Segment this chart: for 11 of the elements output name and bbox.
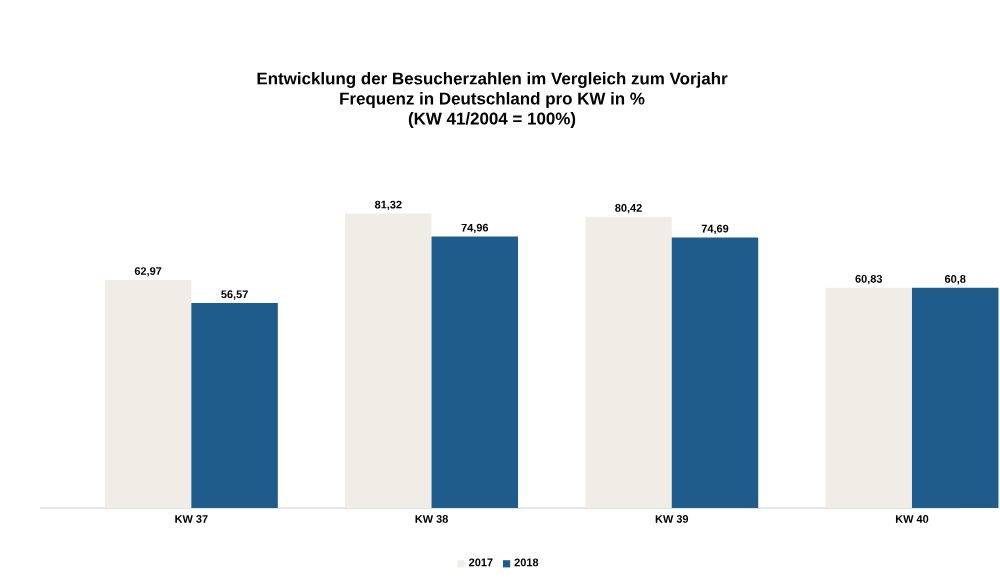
chart-subtitle: Frequenz in Deutschland pro KW in % [340,92,645,108]
bar [345,213,432,508]
bar [431,236,519,508]
bar [191,303,278,508]
bar [825,287,912,508]
bar [104,279,192,508]
chart-title: Entwicklung der Besucherzahlen im Vergleich zum Vorjahr [257,72,728,88]
bar [671,237,759,508]
bar [585,216,672,508]
bar [911,287,999,508]
text: (KW 41/2004 = 100%) [408,112,576,128]
